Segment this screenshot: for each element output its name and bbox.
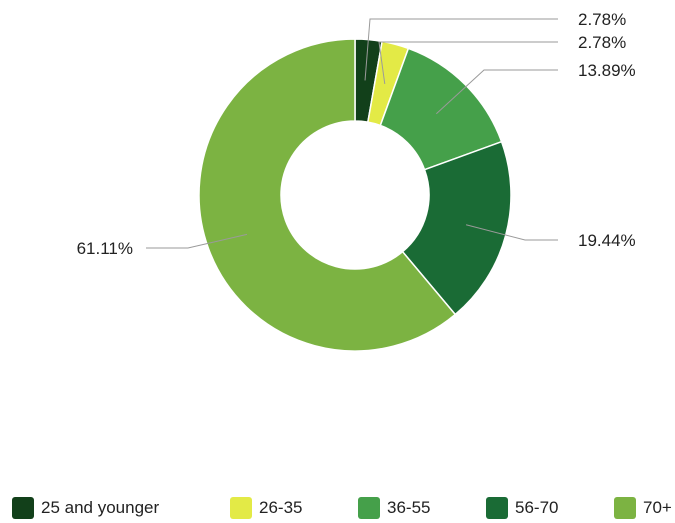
leader-line-70-plus	[146, 233, 248, 249]
legend-swatch-36-55	[358, 497, 380, 519]
donut-chart-svg: 2.78% 2.78% 13.89% 19.44% 61.11%	[77, 10, 636, 352]
legend-label-70-plus: 70+	[643, 498, 672, 517]
slice-70-plus[interactable]	[198, 38, 457, 352]
leader-line-25-and-younger	[364, 18, 558, 81]
legend-label-25-and-younger: 25 and younger	[41, 498, 160, 517]
legend-swatch-25-and-younger	[12, 497, 34, 519]
leader-line-36-55	[436, 69, 558, 115]
legend: 25 and younger 26-35 36-55 56-70 70+	[12, 494, 675, 522]
data-label-25-and-younger: 2.78%	[578, 10, 626, 29]
legend-label-36-55: 36-55	[387, 498, 431, 517]
legend-swatch-56-70	[486, 497, 508, 519]
legend-swatch-26-35	[230, 497, 252, 519]
legend-item-25-and-younger[interactable]: 25 and younger	[12, 494, 159, 522]
legend-item-36-55[interactable]: 36-55	[358, 494, 430, 522]
data-label-26-35: 2.78%	[578, 33, 626, 52]
data-label-36-55: 13.89%	[578, 61, 636, 80]
legend-label-26-35: 26-35	[259, 498, 303, 517]
legend-swatch-70-plus	[614, 497, 636, 519]
leader-line-26-35	[378, 41, 558, 84]
legend-item-70-plus[interactable]: 70+	[614, 494, 672, 522]
slice-56-70[interactable]	[401, 140, 512, 316]
legend-item-56-70[interactable]: 56-70	[486, 494, 558, 522]
leader-line-56-70	[465, 224, 558, 241]
data-label-56-70: 19.44%	[578, 231, 636, 250]
legend-item-26-35[interactable]: 26-35	[230, 494, 302, 522]
data-label-70-plus: 61.11%	[77, 239, 133, 258]
legend-label-56-70: 56-70	[515, 498, 559, 517]
